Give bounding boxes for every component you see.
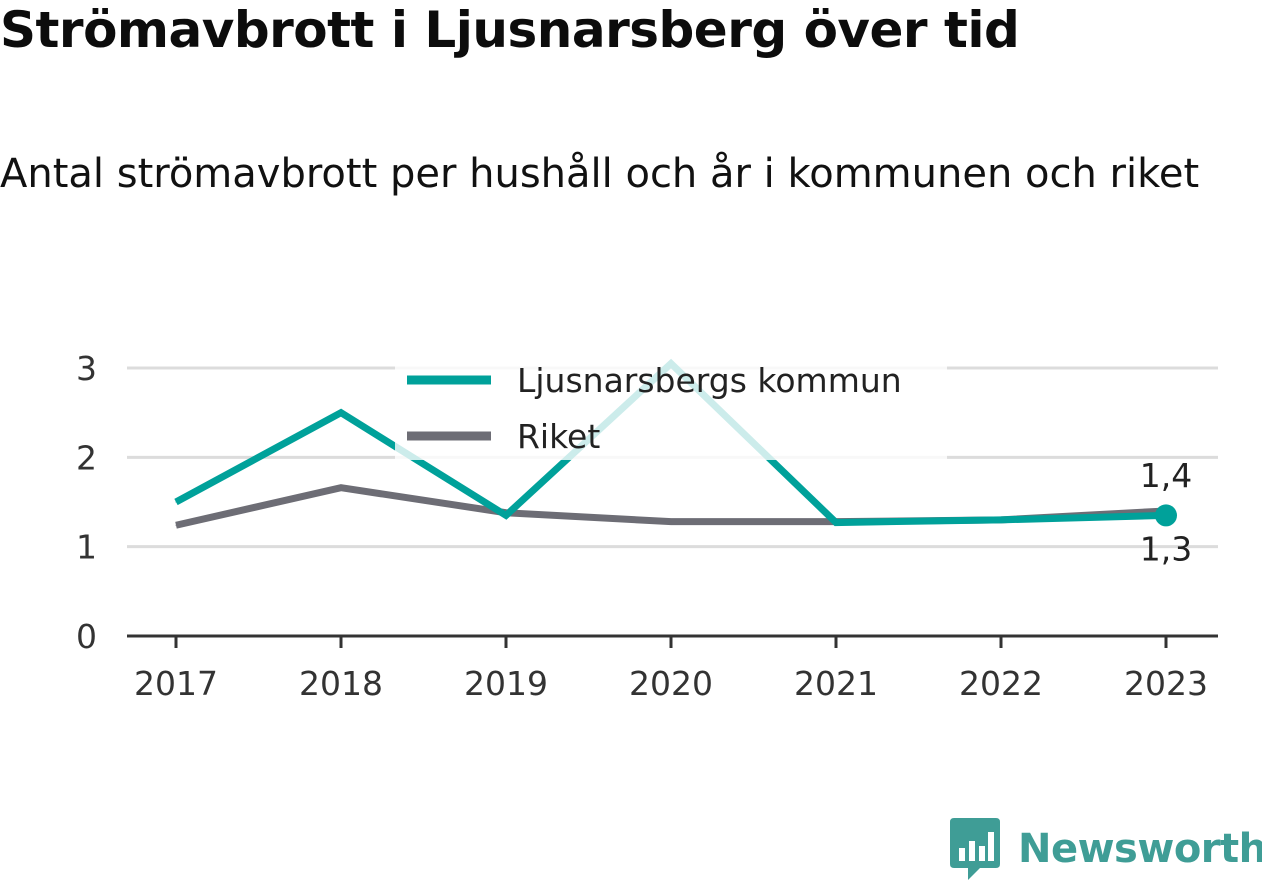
line-chart: 0 1 2 3 2017 2018 2019 2020 2021 2022 2023 Ljusna… [76,349,1218,703]
legend: Ljusnarsbergs kommun Riket [395,350,947,460]
point-ljusnarsbergs-kommun-2021 [835,522,837,524]
x-axis-tick-labels: 2017 2018 2019 2020 2021 2022 2023 [134,664,1208,703]
x-tick-label-2019: 2019 [464,664,548,703]
point-riket-2017 [175,524,177,526]
end-label-riket: 1,4 [1140,456,1192,495]
chart-title: Strömavbrott i Ljusnarsberg över tid [0,1,1020,59]
newsworthy-logo: Newsworthy [950,818,1262,880]
point-riket-2018 [340,487,342,489]
point-riket-2020 [670,521,672,523]
y-tick-label-1: 1 [76,528,97,567]
x-axis [127,634,1218,648]
brand-name: Newsworthy [1018,826,1262,872]
point-ljusnarsbergs-kommun-2019 [505,514,507,516]
end-label-ljusnarsbergs-kommun: 1,3 [1140,529,1192,568]
x-tick-label-2017: 2017 [134,664,218,703]
x-tick-label-2018: 2018 [299,664,383,703]
point-ljusnarsbergs-kommun-2022 [1000,519,1002,521]
legend-label-ljusnarsbergs-kommun: Ljusnarsbergs kommun [517,361,902,400]
x-tick-label-2022: 2022 [959,664,1043,703]
y-tick-label-0: 0 [76,617,97,656]
chart-subtitle: Antal strömavbrott per hushåll och år i … [0,151,1200,197]
end-point-marker-ljusnarsbergs-kommun [1155,504,1177,527]
x-tick-label-2020: 2020 [629,664,713,703]
legend-label-riket: Riket [517,417,600,456]
point-ljusnarsbergs-kommun-2017 [175,501,177,503]
legend-backdrop [395,350,947,460]
point-ljusnarsbergs-kommun-2018 [340,412,342,414]
x-tick-label-2021: 2021 [794,664,878,703]
newsworthy-chart-icon [950,818,1000,880]
y-tick-label-2: 2 [76,438,97,477]
y-tick-label-3: 3 [76,349,97,388]
data-labels: 1,4 1,3 [1140,456,1192,568]
y-axis-tick-labels: 0 1 2 3 [76,349,97,656]
x-tick-label-2023: 2023 [1124,664,1208,703]
